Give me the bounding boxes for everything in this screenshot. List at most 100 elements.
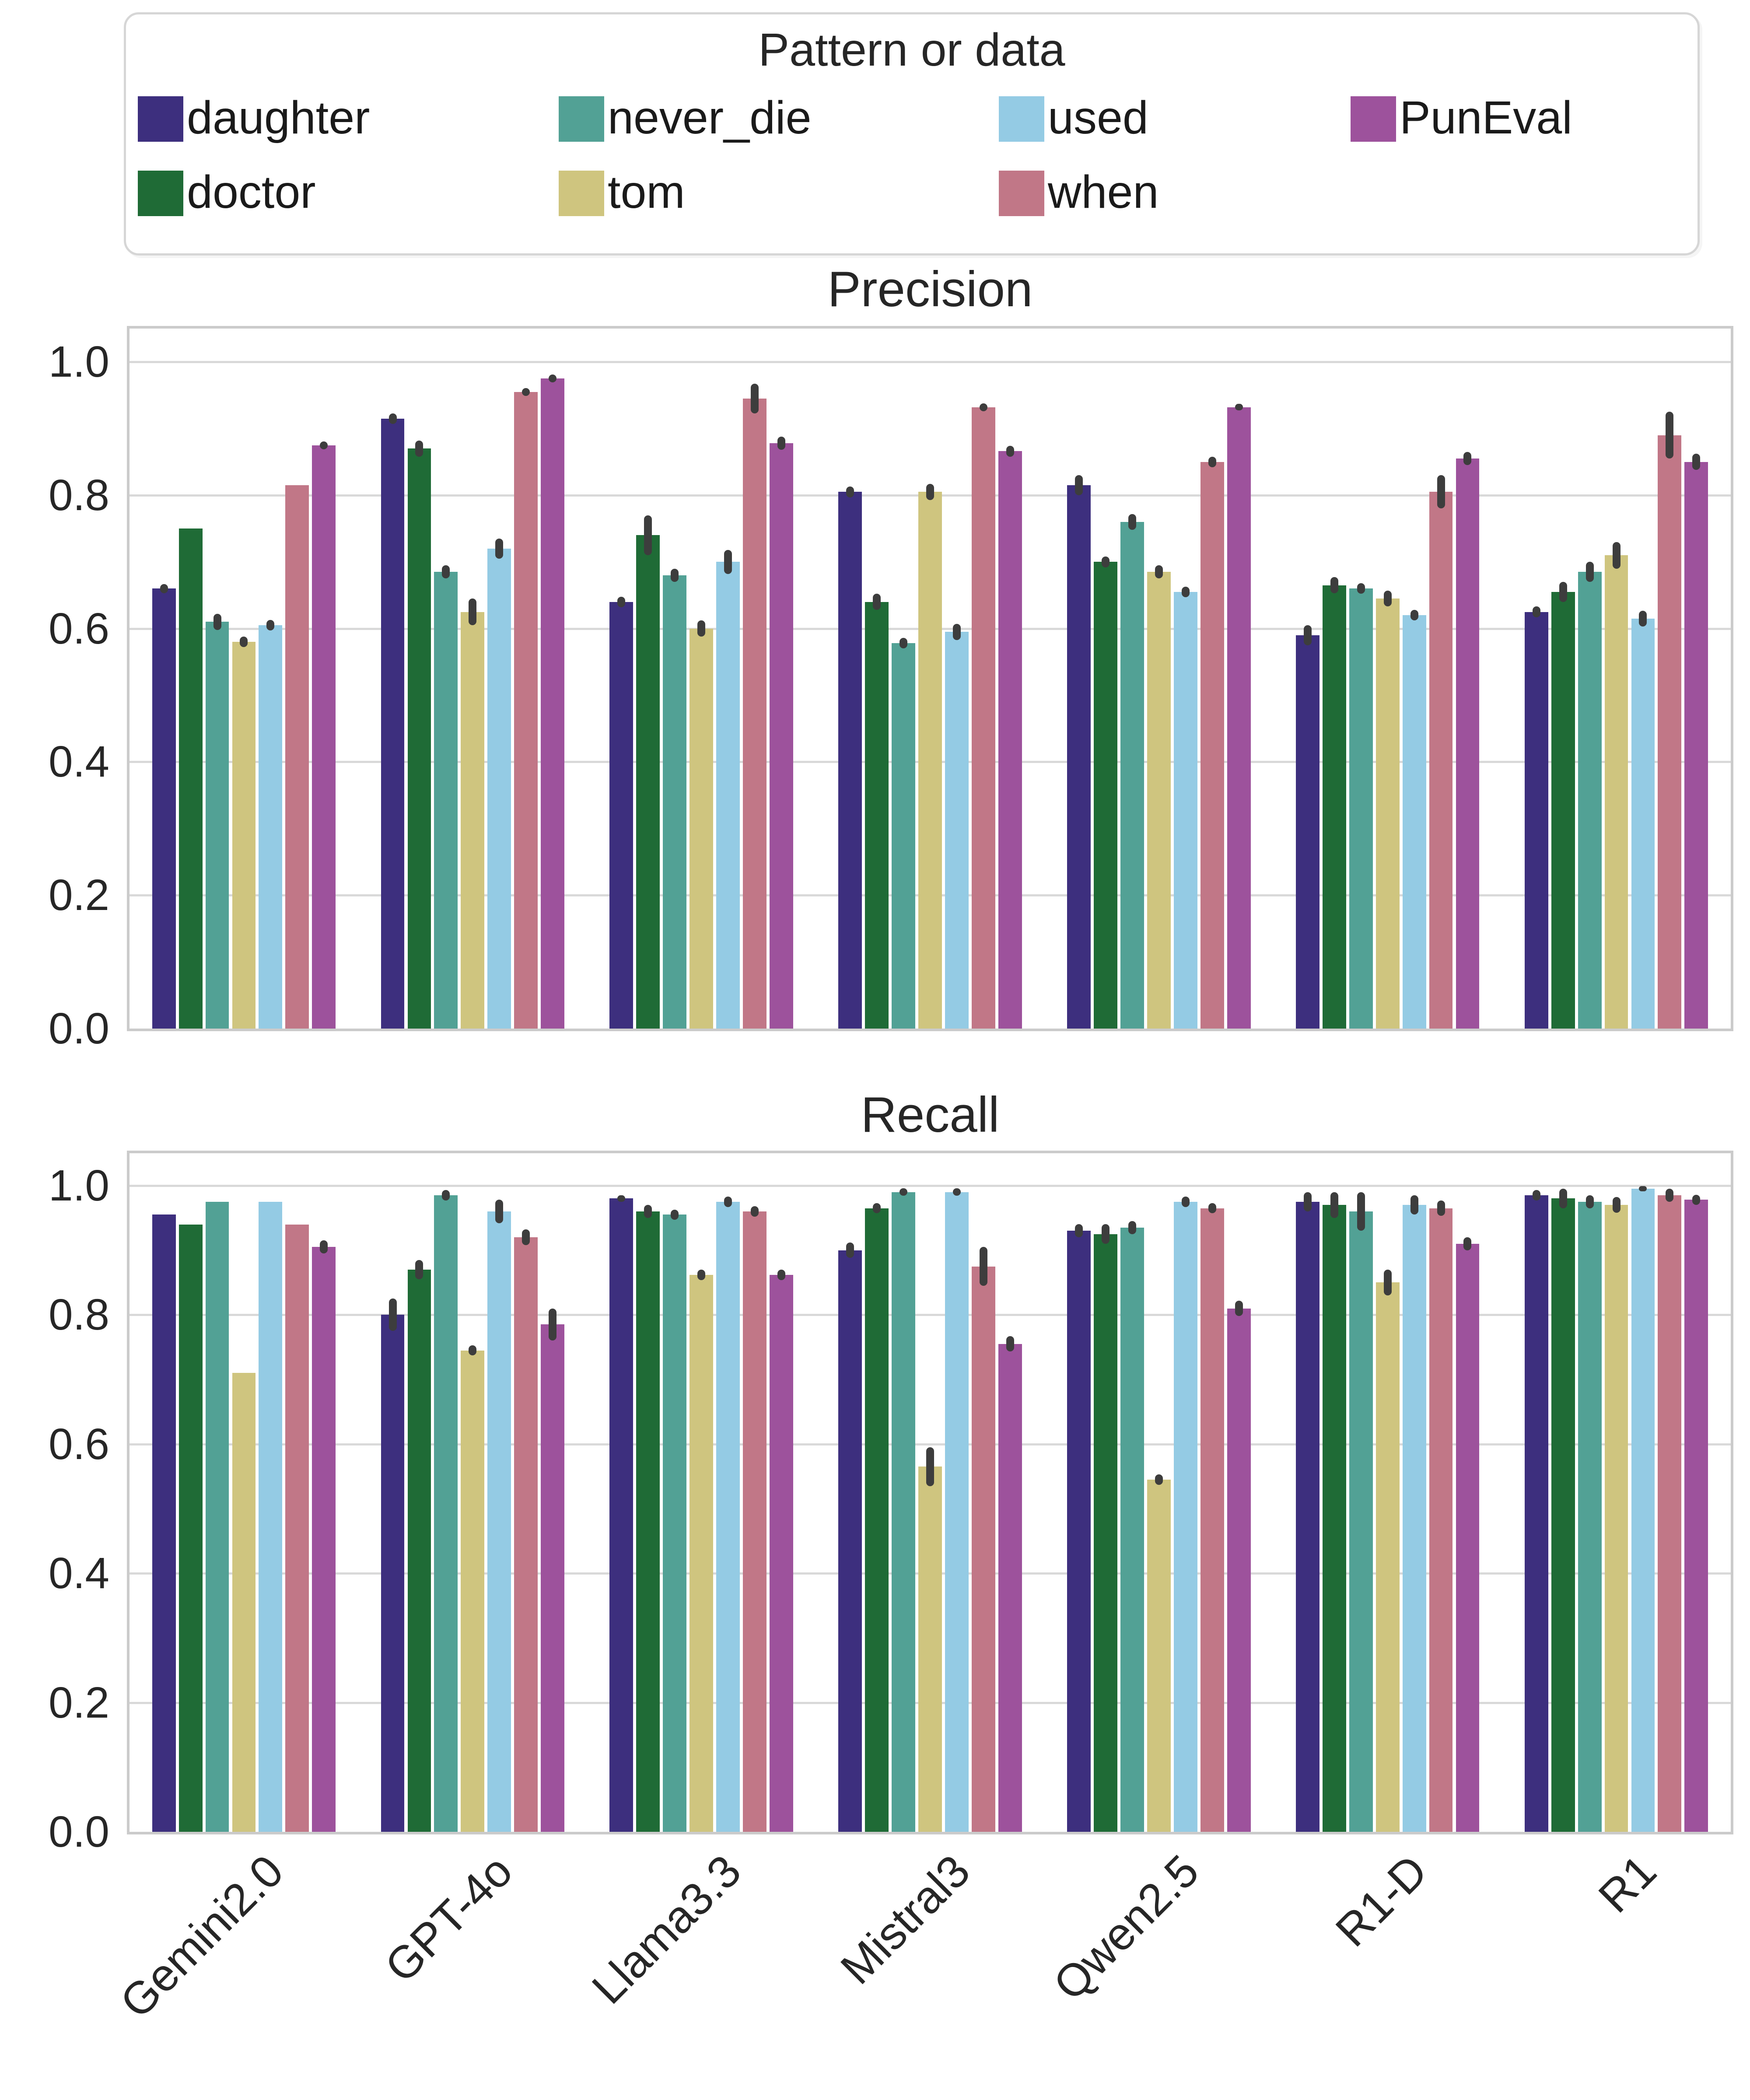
bar-daughter-Llama3.3 xyxy=(609,602,634,1029)
legend-item-label: never_die xyxy=(608,91,812,144)
bar-tom-Llama3.3 xyxy=(690,1274,714,1832)
error-bar xyxy=(320,441,328,449)
error-bar xyxy=(469,1345,477,1356)
error-bar xyxy=(1155,1474,1163,1485)
error-bar xyxy=(442,1190,450,1200)
bar-PunEval-Gemini2.0 xyxy=(312,445,336,1029)
error-bar xyxy=(671,568,679,582)
bar-PunEval-Qwen2.5 xyxy=(1227,1308,1251,1832)
gridline xyxy=(130,361,1731,364)
bar-never_die-R1 xyxy=(1578,572,1602,1029)
bar-doctor-GPT-4o xyxy=(407,448,431,1029)
error-bar xyxy=(900,1188,908,1196)
error-bar xyxy=(1006,1336,1014,1352)
x-tick-label: Mistral3 xyxy=(831,1845,980,1994)
error-bar xyxy=(750,1206,759,1217)
error-bar xyxy=(1128,514,1136,530)
bar-daughter-Gemini2.0 xyxy=(152,588,176,1029)
legend-item-when: when xyxy=(999,169,1393,217)
error-bar xyxy=(1639,1186,1647,1192)
error-bar xyxy=(1612,1197,1620,1213)
error-bar xyxy=(522,388,530,396)
bar-PunEval-R1-D xyxy=(1456,1243,1480,1832)
error-bar xyxy=(777,436,785,450)
legend-item-label: PunEval xyxy=(1400,91,1572,144)
bar-doctor-Mistral3 xyxy=(865,1208,889,1832)
legend-title: Pattern or data xyxy=(758,24,1065,76)
legend-item-label: daughter xyxy=(187,91,370,144)
error-bar xyxy=(873,594,881,610)
x-tick-label: Gemini2.0 xyxy=(111,1845,294,2028)
bar-when-Llama3.3 xyxy=(743,1211,766,1832)
error-bar xyxy=(926,484,934,500)
bar-never_die-Mistral3 xyxy=(892,643,915,1029)
bar-never_die-GPT-4o xyxy=(434,1195,458,1832)
error-bar xyxy=(1075,1224,1083,1238)
error-bar xyxy=(1532,606,1540,617)
error-bar xyxy=(160,584,168,593)
bar-doctor-Qwen2.5 xyxy=(1094,562,1117,1029)
error-bar xyxy=(617,1195,626,1202)
bar-when-R1 xyxy=(1658,435,1682,1029)
bar-daughter-Gemini2.0 xyxy=(152,1214,176,1832)
y-tick-label: 0.0 xyxy=(48,1004,109,1053)
bar-daughter-Mistral3 xyxy=(838,492,862,1029)
error-bar xyxy=(777,1269,785,1280)
error-bar xyxy=(644,515,652,556)
bar-daughter-GPT-4o xyxy=(381,418,405,1029)
legend-swatch-icon xyxy=(559,96,604,142)
error-bar xyxy=(873,1203,881,1214)
y-tick-label: 0.4 xyxy=(48,737,109,787)
error-bar xyxy=(1006,446,1014,457)
bar-doctor-Llama3.3 xyxy=(636,1211,660,1832)
error-bar xyxy=(1102,1224,1110,1244)
bar-doctor-R1-D xyxy=(1322,1205,1346,1832)
x-tick-label: Qwen2.5 xyxy=(1043,1845,1209,2010)
bar-daughter-Mistral3 xyxy=(838,1250,862,1832)
error-bar xyxy=(1559,1189,1567,1208)
bar-tom-Mistral3 xyxy=(918,1466,942,1832)
error-bar xyxy=(442,565,450,579)
bar-doctor-Llama3.3 xyxy=(636,535,660,1029)
error-bar xyxy=(1410,610,1418,621)
bar-daughter-R1 xyxy=(1524,612,1548,1029)
bar-when-Mistral3 xyxy=(971,1266,995,1832)
bar-when-Mistral3 xyxy=(971,407,995,1029)
error-bar xyxy=(1559,582,1567,602)
bar-used-Gemini2.0 xyxy=(259,1201,283,1832)
bar-PunEval-GPT-4o xyxy=(541,378,564,1029)
bar-doctor-R1-D xyxy=(1322,585,1346,1029)
bar-tom-R1-D xyxy=(1376,598,1400,1029)
error-bar xyxy=(1586,1195,1594,1208)
error-bar xyxy=(1463,452,1472,466)
bar-used-Llama3.3 xyxy=(716,1201,740,1832)
bar-daughter-Qwen2.5 xyxy=(1067,1231,1091,1832)
bar-used-GPT-4o xyxy=(487,1211,511,1832)
bar-tom-GPT-4o xyxy=(461,612,485,1029)
error-bar xyxy=(549,1308,557,1341)
gridline xyxy=(130,1443,1731,1446)
bar-used-Mistral3 xyxy=(945,632,969,1029)
error-bar xyxy=(469,598,477,626)
bar-PunEval-R1 xyxy=(1684,1200,1708,1832)
legend-swatch-icon xyxy=(138,171,183,216)
bar-doctor-Qwen2.5 xyxy=(1094,1234,1117,1832)
bar-when-Qwen2.5 xyxy=(1200,462,1224,1029)
bar-when-GPT-4o xyxy=(514,392,538,1029)
error-bar xyxy=(644,1205,652,1218)
error-bar xyxy=(1303,1192,1312,1211)
bar-doctor-Gemini2.0 xyxy=(178,528,203,1029)
error-bar xyxy=(979,403,987,411)
gridline xyxy=(130,1184,1731,1187)
error-bar xyxy=(388,413,397,424)
error-bar xyxy=(617,596,626,607)
bar-never_die-R1 xyxy=(1578,1201,1602,1832)
bar-PunEval-Llama3.3 xyxy=(769,443,793,1029)
bar-used-R1-D xyxy=(1402,1205,1426,1832)
error-bar xyxy=(1666,412,1674,459)
error-bar xyxy=(1586,562,1594,582)
recall-plot xyxy=(127,1151,1733,1834)
error-bar xyxy=(1437,475,1445,509)
error-bar xyxy=(750,384,759,413)
x-tick-label: R1 xyxy=(1589,1845,1666,1923)
